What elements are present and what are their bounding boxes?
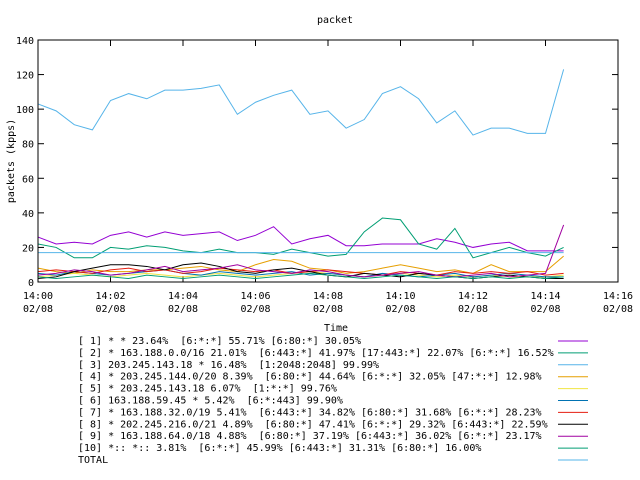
plot-border	[37, 39, 619, 283]
x-tick-label: 14:02 02/08	[95, 291, 125, 315]
series-line	[37, 224, 565, 278]
series-line	[37, 267, 564, 276]
legend-label: [ 5] * 203.245.143.18 6.07% [1:*:*] 99.7…	[78, 384, 337, 395]
series-line	[37, 226, 564, 252]
series-line	[37, 272, 564, 280]
legend-label: [ 7] * 163.188.32.0/19 5.41% [6:443:*] 3…	[78, 407, 542, 418]
y-tick-label: 0	[28, 278, 34, 289]
y-tick-label: 20	[22, 243, 34, 254]
series-line	[37, 69, 565, 136]
y-tick-label: 120	[16, 71, 34, 82]
y-axis-label: packets (kpps)	[6, 119, 17, 203]
x-tick-label: 14:08 02/08	[313, 291, 343, 315]
y-tick-label: 100	[16, 105, 34, 116]
legend-label: TOTAL	[78, 455, 108, 466]
x-tick-label: 14:16 02/08	[603, 291, 633, 315]
legend-label: [ 9] * 163.188.64.0/18 4.88% [6:80:*] 37…	[78, 431, 542, 442]
legend-label: [ 2] * 163.188.0.0/16 21.01% [6:443:*] 4…	[78, 348, 554, 359]
legend-label: [ 1] * * 23.64% [6:*:*] 55.71% [6:80:*] …	[78, 336, 361, 347]
y-tick-label: 80	[22, 140, 34, 151]
series-line	[37, 255, 564, 274]
chart-title: packet	[317, 15, 353, 26]
x-tick-label: 14:14 02/08	[530, 291, 560, 315]
x-axis-label: Time	[324, 323, 348, 334]
series-line	[37, 217, 564, 259]
x-tick-label: 14:12 02/08	[458, 291, 488, 315]
y-tick-label: 40	[22, 209, 34, 220]
legend-label: [ 3] 203.245.143.18 * 16.48% [1:2048:204…	[78, 360, 379, 371]
legend-label: [ 4] * 203.245.144.0/20 8.39% [6:80:*] 4…	[78, 372, 542, 383]
x-tick-label: 14:04 02/08	[168, 291, 198, 315]
x-tick-label: 14:00 02/08	[23, 291, 53, 315]
x-tick-label: 14:10 02/08	[385, 291, 415, 315]
x-tick-label: 14:06 02/08	[240, 291, 270, 315]
y-tick-label: 140	[16, 36, 34, 47]
legend-label: [10] *:: *:: 3.81% [6:*:*] 45.99% [6:443…	[78, 443, 481, 454]
y-tick-label: 60	[22, 174, 34, 185]
legend-label: [ 6] 163.188.59.45 * 5.42% [6:*:443] 99.…	[78, 396, 343, 407]
legend-label: [ 8] * 202.245.216.0/21 4.89% [6:80:*] 4…	[78, 419, 548, 430]
